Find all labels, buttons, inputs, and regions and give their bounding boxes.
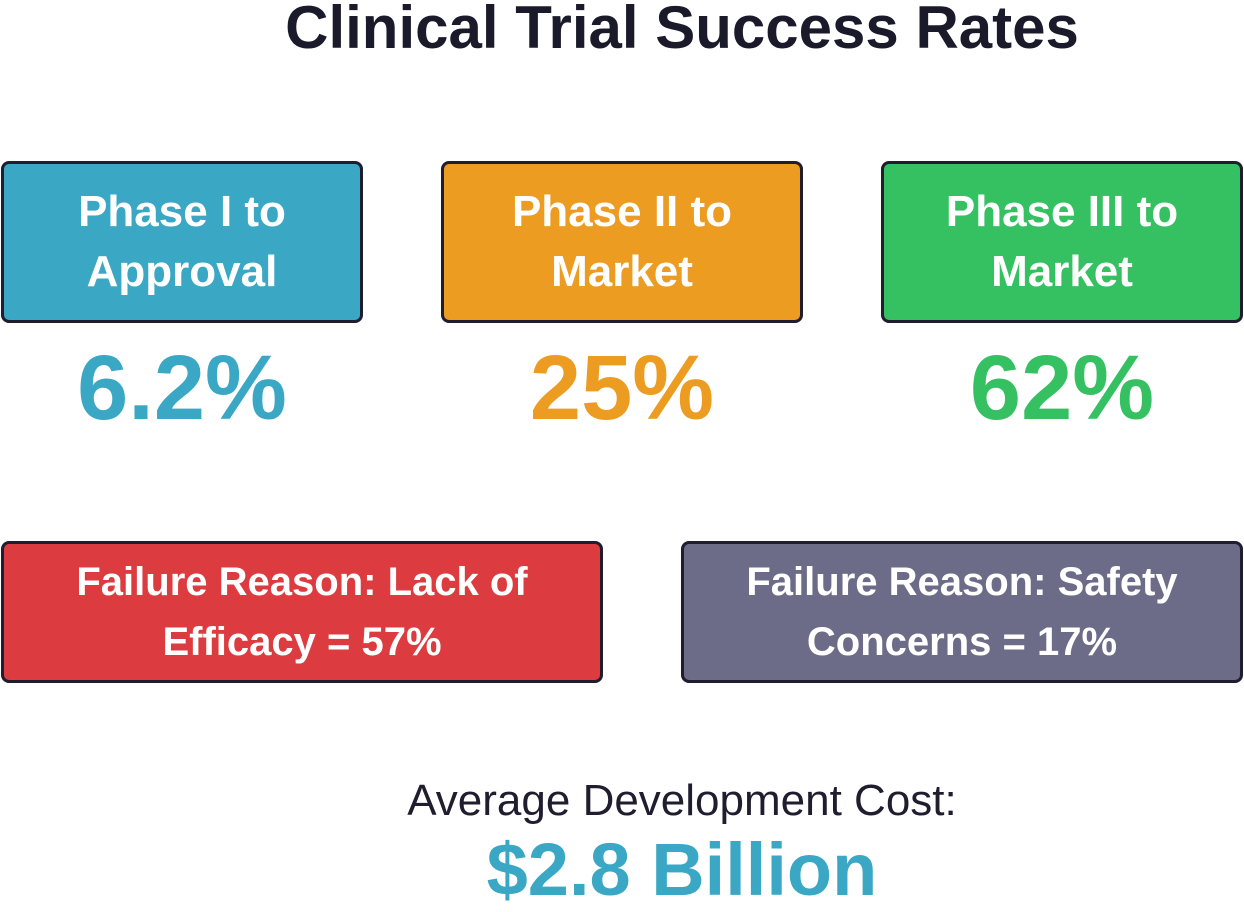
phase-1-rate: 6.2% xyxy=(77,337,287,439)
phase-1-box: Phase I to Approval xyxy=(1,161,363,323)
phase-3-rate: 62% xyxy=(969,337,1155,439)
cost-value: $2.8 Billion xyxy=(486,828,878,911)
failure-safety-label: Failure Reason: Safety Concerns = 17% xyxy=(746,560,1178,664)
cost-label: Average Development Cost: xyxy=(407,776,957,825)
failure-efficacy-box: Failure Reason: Lack of Efficacy = 57% xyxy=(1,541,603,683)
page-title: Clinical Trial Success Rates xyxy=(285,0,1079,61)
phase-2-label: Phase II to Market xyxy=(511,187,733,296)
failure-efficacy-label: Failure Reason: Lack of Efficacy = 57% xyxy=(76,560,528,664)
phase-2-rate: 25% xyxy=(529,337,715,439)
phase-1-label: Phase I to Approval xyxy=(78,187,286,296)
failure-safety-box: Failure Reason: Safety Concerns = 17% xyxy=(681,541,1243,683)
phase-3-box: Phase III to Market xyxy=(881,161,1243,323)
phase-3-label: Phase III to Market xyxy=(945,187,1179,296)
phase-2-box: Phase II to Market xyxy=(441,161,803,323)
